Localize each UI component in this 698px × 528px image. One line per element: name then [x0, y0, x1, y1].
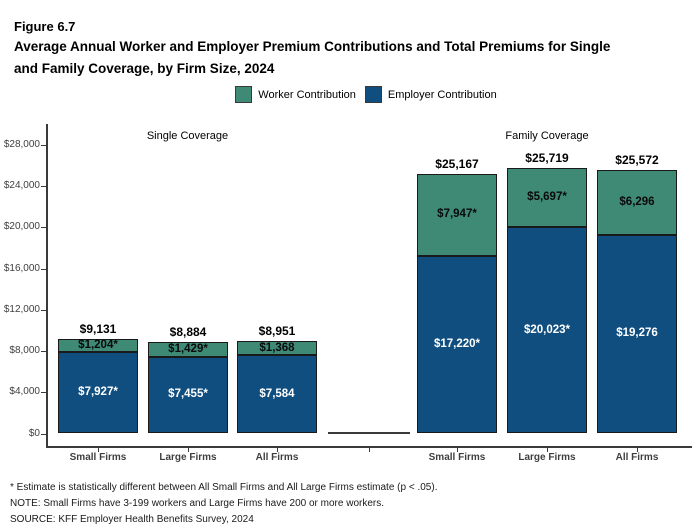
- legend-label-employer: Employer Contribution: [387, 88, 497, 101]
- legend-item-worker: Worker Contribution: [235, 86, 356, 103]
- group-title: Single Coverage: [146, 130, 229, 142]
- bar-segment-employer: $20,023*: [507, 227, 587, 434]
- bar-segment-worker: $1,204*: [58, 339, 138, 352]
- y-axis-label: $28,000: [3, 139, 40, 150]
- legend-swatch-employer: [364, 86, 382, 103]
- y-axis-tick: [41, 351, 46, 353]
- footnote-source: SOURCE: KFF Employer Health Benefits Sur…: [10, 514, 254, 525]
- bar-segment-employer: $19,276: [597, 234, 677, 434]
- x-axis-tick: [98, 447, 99, 452]
- x-axis-tick: [188, 447, 189, 452]
- y-axis-tick: [41, 268, 46, 270]
- y-axis-tick: [41, 186, 46, 188]
- y-axis-tick: [41, 145, 46, 146]
- footnote-asterisk: * Estimate is statistically different be…: [10, 482, 438, 493]
- legend-item-employer: Employer Contribution: [364, 86, 497, 103]
- y-axis-tick: [41, 227, 46, 229]
- bar-segment-employer: $7,455*: [148, 356, 228, 434]
- y-axis-label: $12,000: [3, 303, 40, 315]
- x-axis-tick: [637, 447, 638, 452]
- bar-segment-worker: $6,296: [597, 170, 677, 235]
- category-label: Small Firms: [69, 452, 127, 463]
- x-axis-tick: [369, 447, 370, 452]
- chart-title-line-1: Average Annual Worker and Employer Premi…: [14, 39, 611, 54]
- category-label: All Firms: [255, 452, 299, 463]
- x-axis-tick: [547, 447, 548, 452]
- y-axis-label: $0: [28, 427, 40, 439]
- y-axis-tick: [41, 309, 46, 311]
- category-label: All Firms: [615, 452, 659, 463]
- bar-segment-worker: $1,429*: [148, 341, 228, 357]
- y-axis-tick: [41, 433, 46, 435]
- y-axis-label: $20,000: [3, 221, 40, 233]
- chart-title-line-2: and Family Coverage, by Firm Size, 2024: [14, 61, 275, 76]
- y-axis-label: $8,000: [9, 345, 40, 357]
- legend-label-worker: Worker Contribution: [258, 88, 356, 101]
- bar-segment-employer: $7,584: [237, 355, 317, 434]
- zero-baseline-gap-segment: [328, 432, 410, 434]
- legend: Worker Contribution Employer Contributio…: [0, 86, 698, 103]
- y-axis-label: $4,000: [9, 386, 40, 398]
- bar-segment-worker: $5,697*: [507, 168, 587, 228]
- x-axis-tick: [277, 447, 278, 452]
- x-axis-tick: [457, 447, 458, 452]
- y-axis-line: [46, 124, 48, 447]
- y-axis-label: $24,000: [3, 180, 40, 192]
- figure-number: Figure 6.7: [14, 19, 76, 34]
- y-axis-label: $16,000: [3, 262, 40, 274]
- bar-segment-employer: $17,220*: [417, 256, 497, 434]
- category-label: Large Firms: [159, 452, 217, 463]
- bar-total-label: $25,167: [435, 157, 479, 172]
- footnote-note: NOTE: Small Firms have 3-199 workers and…: [10, 498, 385, 509]
- bar-segment-worker: $7,947*: [417, 174, 497, 257]
- bar-segment-employer: $7,927*: [58, 351, 138, 434]
- bar-segment-worker: $1,368: [237, 341, 317, 356]
- bar-total-label: $9,131: [79, 322, 117, 337]
- bar-total-label: $25,572: [615, 153, 659, 168]
- category-label: Large Firms: [518, 452, 576, 463]
- group-title: Family Coverage: [505, 130, 589, 142]
- y-axis-tick: [41, 392, 46, 394]
- footnotes: * Estimate is statistically different be…: [10, 480, 437, 528]
- category-label: Small Firms: [428, 452, 486, 463]
- bar-total-label: $8,884: [169, 324, 207, 339]
- x-axis-line: [46, 446, 692, 448]
- legend-swatch-worker: [235, 86, 253, 103]
- bar-total-label: $25,719: [525, 151, 569, 166]
- bar-total-label: $8,951: [258, 324, 296, 339]
